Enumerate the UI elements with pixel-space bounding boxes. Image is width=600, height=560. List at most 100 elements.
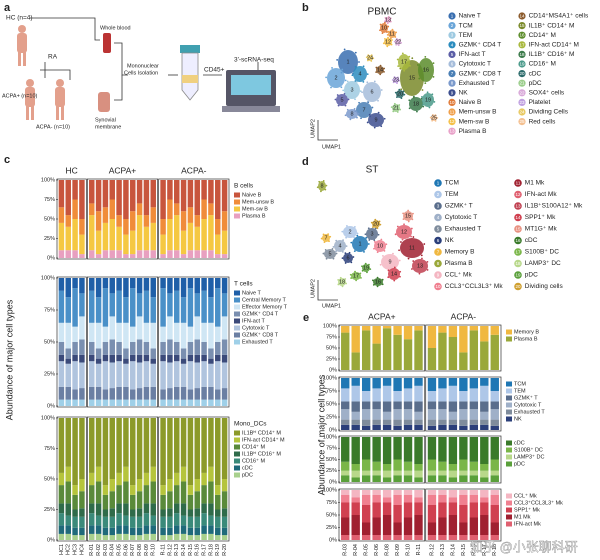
bar-segment bbox=[167, 399, 173, 406]
legend-swatch bbox=[448, 79, 456, 87]
bar-segment bbox=[221, 316, 228, 340]
bar-segment bbox=[136, 516, 143, 528]
legend-number: 15 bbox=[515, 226, 521, 231]
cluster-number: 16 bbox=[423, 67, 429, 73]
cluster-number: 17 bbox=[353, 273, 359, 279]
bar-segment bbox=[95, 503, 102, 516]
legend-swatch bbox=[514, 225, 522, 233]
legend-swatch bbox=[234, 437, 240, 443]
bar-segment bbox=[414, 385, 423, 402]
legend-swatch bbox=[234, 311, 240, 317]
bar-segment bbox=[102, 180, 109, 208]
bar-segment bbox=[187, 207, 194, 223]
cluster-blob bbox=[396, 90, 404, 98]
bar-segment bbox=[95, 386, 102, 400]
bar-segment bbox=[480, 490, 489, 498]
legend-label: Plasma B bbox=[514, 336, 538, 342]
cell-dot bbox=[344, 252, 347, 255]
legend-swatch bbox=[448, 70, 456, 78]
cell-dot bbox=[349, 273, 352, 276]
bar-segment bbox=[382, 328, 392, 370]
cd45-label: CD45+ bbox=[204, 67, 225, 74]
bar-segment bbox=[109, 535, 115, 540]
bar-segment bbox=[150, 297, 156, 323]
bar-segment bbox=[427, 378, 437, 391]
bar-segment bbox=[109, 339, 115, 355]
legend-label: Red cells bbox=[529, 118, 556, 125]
cluster-blob bbox=[367, 55, 373, 61]
bar-segment bbox=[150, 250, 156, 258]
bar-segment bbox=[372, 490, 381, 495]
legend-label: IL1Bʰⁱ CD16⁺ M bbox=[242, 449, 281, 457]
bar-segment bbox=[438, 388, 447, 402]
bar-segment bbox=[459, 475, 468, 482]
bar-segment bbox=[136, 508, 143, 517]
cluster-number: 4 bbox=[338, 243, 341, 249]
bar-segment bbox=[382, 411, 392, 420]
cell-dot bbox=[400, 241, 402, 243]
bar-segment bbox=[167, 278, 173, 294]
bar-segment bbox=[109, 293, 115, 317]
bar-segment bbox=[167, 219, 173, 251]
bar-segment bbox=[143, 180, 150, 216]
bar-segment bbox=[221, 479, 228, 492]
bar-segment bbox=[490, 334, 499, 370]
bar-segment bbox=[480, 424, 489, 430]
x-tick-label: R-03 bbox=[103, 544, 109, 556]
legend-label: Naive T bbox=[459, 13, 481, 20]
bar-segment bbox=[382, 424, 392, 430]
bar-segment bbox=[187, 418, 194, 486]
bar-segment bbox=[130, 180, 136, 212]
bar-segment bbox=[187, 485, 194, 495]
group-label: ACPA+ bbox=[368, 311, 396, 321]
cluster-blob bbox=[353, 66, 367, 82]
legend-label: Memory B bbox=[445, 249, 475, 256]
bar-segment bbox=[341, 388, 350, 402]
x-tick-label: R-11 bbox=[416, 544, 422, 556]
cell-dot bbox=[403, 223, 405, 226]
cell-dot bbox=[368, 113, 371, 116]
bar-segment bbox=[174, 250, 180, 258]
bar-segment bbox=[174, 215, 180, 251]
cell-dot bbox=[389, 37, 392, 40]
legend-swatch bbox=[506, 521, 512, 527]
bar-segment bbox=[72, 199, 78, 219]
legend-swatch bbox=[514, 179, 522, 187]
bar-segment bbox=[136, 479, 143, 492]
legend-number: 8 bbox=[451, 81, 454, 86]
bar-segment bbox=[123, 386, 129, 400]
legend-label: NK bbox=[445, 237, 455, 244]
bar-segment bbox=[116, 418, 122, 473]
cell-dot bbox=[372, 57, 375, 60]
legend-swatch bbox=[434, 248, 442, 256]
bar-segment bbox=[102, 494, 109, 510]
y-tick-label: 25% bbox=[326, 525, 337, 531]
legend-label: Dividing cells bbox=[525, 283, 564, 290]
bar-segment bbox=[459, 425, 468, 430]
bar-segment bbox=[215, 254, 221, 258]
bar-segment bbox=[58, 361, 65, 387]
legend-swatch bbox=[234, 213, 240, 219]
bar-segment bbox=[109, 527, 115, 536]
cluster-number: 18 bbox=[413, 101, 419, 107]
cell-dot bbox=[386, 45, 389, 48]
bar-segment bbox=[403, 437, 413, 462]
legend-label: TCM bbox=[459, 22, 473, 29]
x-tick-label: R-13 bbox=[174, 544, 180, 556]
y-tick-label: 0% bbox=[329, 537, 337, 543]
cell-dot bbox=[383, 249, 386, 252]
cluster-blob bbox=[380, 23, 388, 33]
cell-dot bbox=[356, 116, 358, 119]
bar-segment bbox=[123, 348, 129, 359]
cell-dot bbox=[399, 108, 402, 111]
bar-segment bbox=[167, 535, 173, 540]
legend-number: 10 bbox=[449, 100, 455, 105]
cluster-number: 3 bbox=[370, 231, 373, 237]
legend-swatch bbox=[448, 50, 456, 59]
bar-segment bbox=[65, 418, 71, 467]
bar-segment bbox=[102, 516, 109, 528]
bar-segment bbox=[215, 354, 221, 362]
legend-swatch bbox=[434, 282, 442, 291]
